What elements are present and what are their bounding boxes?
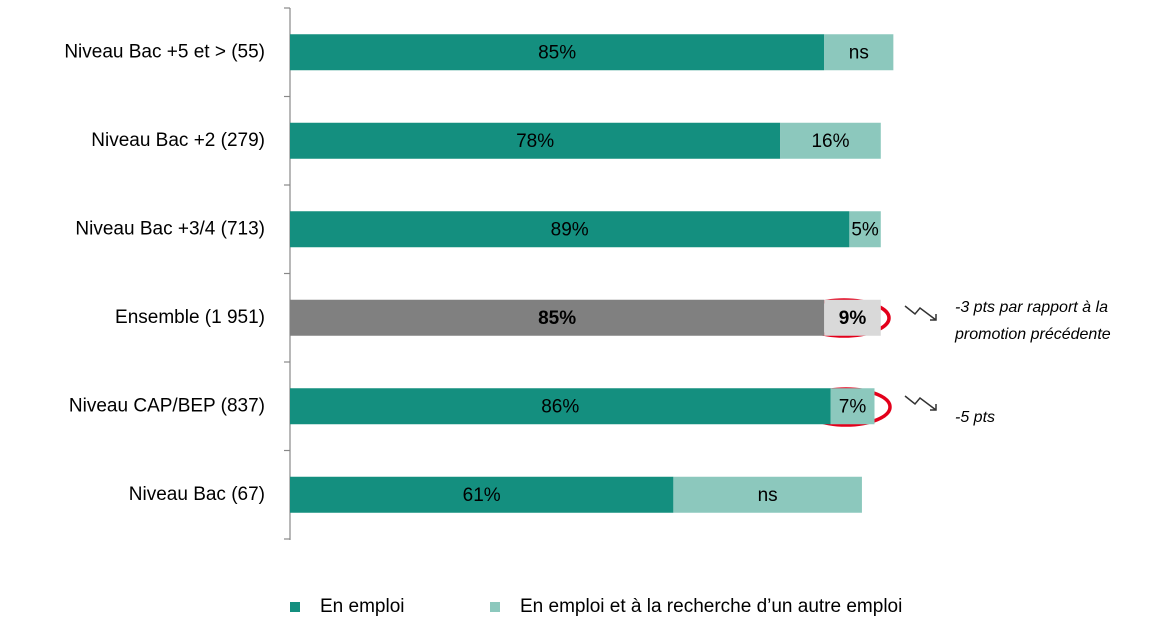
value-label: 86% (541, 396, 579, 417)
category-label: Niveau CAP/BEP (837) (69, 395, 265, 416)
category-label: Niveau Bac +2 (279) (91, 130, 265, 151)
legend-swatch (290, 602, 300, 612)
bar-segment (673, 476, 862, 513)
value-label: 7% (839, 396, 867, 417)
bar-segment (290, 388, 831, 425)
category-label: Niveau Bac (67) (129, 484, 265, 505)
bar-segment (824, 34, 894, 71)
down-arrow-icon (904, 395, 937, 411)
annotation: -5 pts (955, 409, 995, 426)
down-arrow-icon (904, 305, 937, 321)
legend-label: En emploi (320, 596, 405, 617)
bar-segment (849, 211, 881, 248)
bar-segment (290, 122, 781, 159)
value-label: 78% (516, 131, 554, 152)
bar-segment (824, 299, 881, 336)
value-label: ns (758, 485, 778, 506)
value-label: 5% (851, 219, 879, 240)
value-label: 85% (538, 42, 576, 63)
bar-segment (830, 388, 875, 425)
value-label: 85% (538, 308, 576, 329)
bar-segment (290, 34, 825, 71)
category-label: Ensemble (1 951) (115, 307, 265, 328)
value-label: 9% (839, 308, 867, 329)
value-label: 89% (551, 219, 589, 240)
annotation: -3 pts par rapport à la (955, 299, 1108, 316)
legend-swatch (490, 602, 500, 612)
value-label: 16% (811, 131, 849, 152)
bar-segment (290, 476, 674, 513)
category-label: Niveau Bac +5 et > (55) (64, 41, 265, 62)
bar-segment (290, 299, 825, 336)
bar-segment (780, 122, 881, 159)
legend-label: En emploi et à la recherche d’un autre e… (520, 596, 902, 617)
annotation: promotion précédente (954, 326, 1111, 343)
value-label: ns (849, 42, 869, 63)
value-label: 61% (463, 485, 501, 506)
category-label: Niveau Bac +3/4 (713) (75, 218, 265, 239)
bar-segment (290, 211, 850, 248)
